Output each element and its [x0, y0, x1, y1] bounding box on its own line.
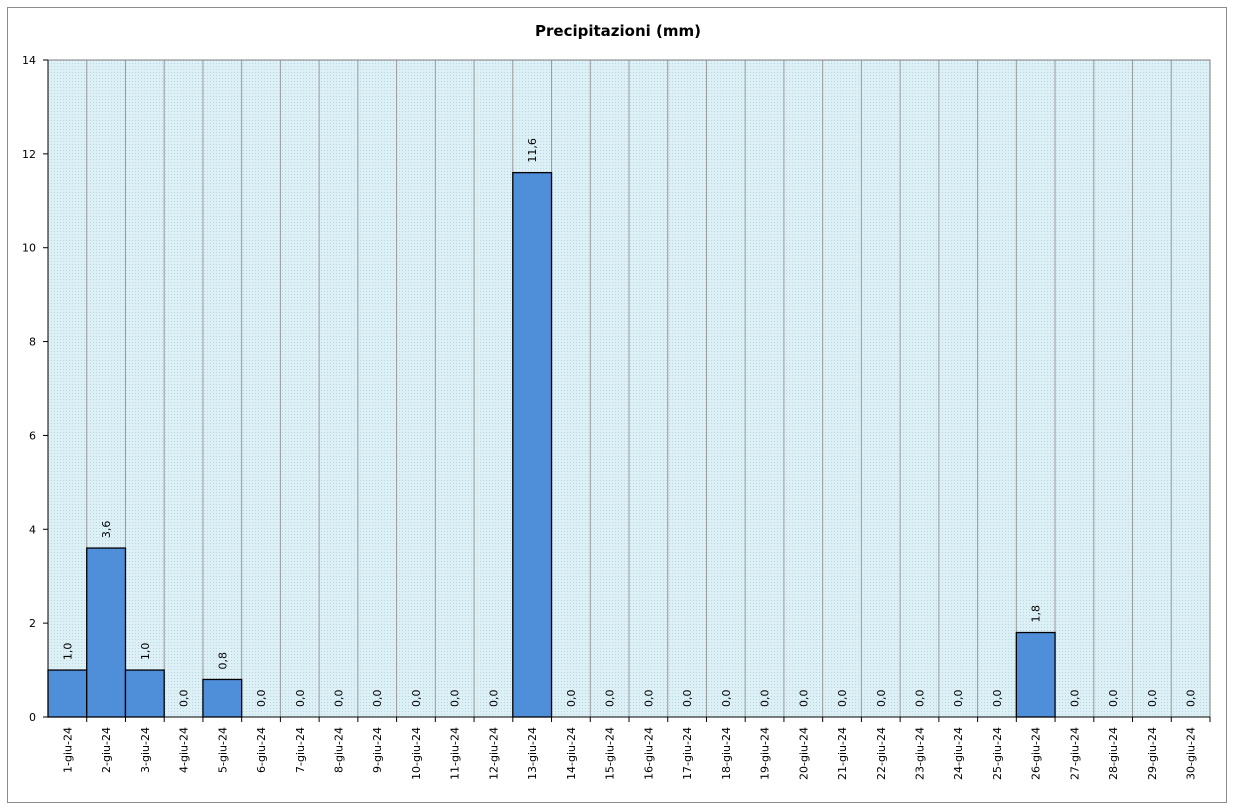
data-label: 0,0: [178, 690, 191, 708]
x-tick-label: 28-giu-24: [1107, 727, 1120, 780]
data-label: 0,0: [1107, 690, 1120, 708]
x-tick-label: 19-giu-24: [759, 727, 772, 780]
data-label: 0,0: [371, 690, 384, 708]
y-tick-label: 2: [29, 617, 36, 630]
x-tick-label: 5-giu-24: [216, 727, 229, 773]
y-tick-label: 0: [29, 711, 36, 724]
x-tick-label: 16-giu-24: [642, 727, 655, 780]
data-label: 0,0: [604, 690, 617, 708]
data-label: 0,0: [294, 690, 307, 708]
data-label: 0,8: [216, 652, 229, 670]
bar: [124, 669, 165, 718]
data-label: 0,0: [1146, 690, 1159, 708]
x-tick-label: 24-giu-24: [952, 727, 965, 780]
x-tick-label: 15-giu-24: [604, 727, 617, 780]
x-tick-label: 7-giu-24: [294, 727, 307, 773]
x-tick-label: 30-giu-24: [1185, 727, 1198, 780]
chart-title: Precipitazioni (mm): [535, 22, 701, 40]
x-tick-label: 2-giu-24: [100, 727, 113, 773]
data-label: 0,0: [487, 690, 500, 708]
data-label: 11,6: [526, 138, 539, 163]
data-label: 0,0: [836, 690, 849, 708]
data-label: 0,0: [410, 690, 423, 708]
x-tick-label: 17-giu-24: [681, 727, 694, 780]
plot-area: 0 2 4 6 8 10 12 14 1,0 1-giu-24 3,6 2-giu-24 1,0 3-gi…: [22, 54, 1211, 780]
x-tick-label: 22-giu-24: [875, 727, 888, 780]
x-tick-label: 3-giu-24: [139, 727, 152, 773]
data-label: 0,0: [255, 690, 268, 708]
data-label: 1,8: [1030, 605, 1043, 623]
bar: [512, 171, 553, 718]
x-tick-label: 20-giu-24: [797, 727, 810, 780]
data-label: 0,0: [449, 690, 462, 708]
data-label: 0,0: [720, 690, 733, 708]
data-label: 0,0: [797, 690, 810, 708]
x-tick-label: 26-giu-24: [1030, 727, 1043, 780]
data-label: 0,0: [565, 690, 578, 708]
bar: [202, 678, 243, 718]
x-tick-label: 6-giu-24: [255, 727, 268, 773]
bar: [1015, 631, 1056, 718]
y-tick-label: 4: [29, 523, 36, 536]
x-tick-label: 23-giu-24: [914, 727, 927, 780]
x-tick-label: 11-giu-24: [449, 727, 462, 780]
data-label: 1,0: [61, 643, 74, 661]
x-tick-label: 4-giu-24: [178, 727, 191, 773]
y-tick-label: 8: [29, 336, 36, 349]
x-tick-label: 27-giu-24: [1068, 727, 1081, 780]
data-label: 0,0: [681, 690, 694, 708]
x-tick-label: 8-giu-24: [333, 727, 346, 773]
x-tick-label: 12-giu-24: [487, 727, 500, 780]
data-label: 0,0: [759, 690, 772, 708]
y-tick-label: 10: [22, 242, 36, 255]
bar: [47, 669, 88, 718]
data-label: 0,0: [642, 690, 655, 708]
x-tick-label: 10-giu-24: [410, 727, 423, 780]
data-label: 0,0: [914, 690, 927, 708]
data-label: 0,0: [1185, 690, 1198, 708]
data-label: 0,0: [952, 690, 965, 708]
data-label: 0,0: [333, 690, 346, 708]
x-tick-label: 21-giu-24: [836, 727, 849, 780]
x-tick-label: 18-giu-24: [720, 727, 733, 780]
x-tick-label: 9-giu-24: [371, 727, 384, 773]
data-label: 3,6: [100, 521, 113, 539]
data-label: 0,0: [1068, 690, 1081, 708]
x-tick-label: 14-giu-24: [565, 727, 578, 780]
x-tick-label: 29-giu-24: [1146, 727, 1159, 780]
x-tick-label: 25-giu-24: [991, 727, 1004, 780]
y-tick-label: 14: [22, 54, 36, 67]
bar: [86, 547, 127, 718]
data-label: 0,0: [875, 690, 888, 708]
y-tick-label: 6: [29, 429, 36, 442]
data-label: 0,0: [991, 690, 1004, 708]
y-tick-label: 12: [22, 148, 36, 161]
x-tick-label: 1-giu-24: [61, 727, 74, 773]
data-label: 1,0: [139, 643, 152, 661]
x-tick-label: 13-giu-24: [526, 727, 539, 780]
